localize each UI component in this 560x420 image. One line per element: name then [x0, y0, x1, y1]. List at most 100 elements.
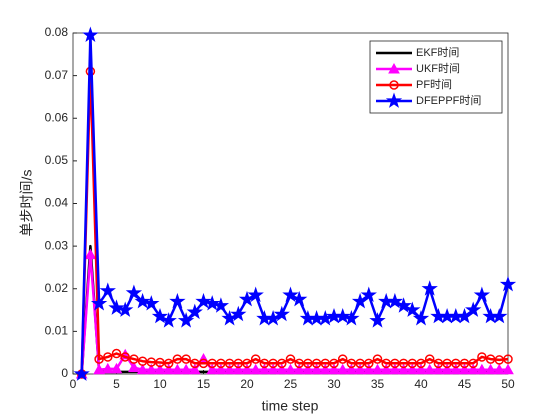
marker: [386, 292, 404, 309]
legend: EKF时间 UKF时间 PF时间 DFEPPF时间: [369, 40, 503, 114]
marker: [90, 295, 108, 311]
marker: [499, 275, 517, 292]
marker: [360, 286, 377, 303]
marker: [181, 354, 191, 364]
marker: [136, 363, 149, 375]
legend-label: EKF时间: [416, 46, 459, 59]
marker: [120, 352, 130, 362]
marker: [264, 310, 282, 326]
marker: [171, 363, 184, 375]
marker: [369, 312, 386, 328]
marker: [232, 363, 245, 375]
marker: [284, 363, 297, 375]
marker: [412, 310, 430, 326]
x-tick-label: 25: [284, 377, 298, 391]
marker: [468, 358, 478, 369]
marker: [108, 299, 125, 315]
marker: [111, 348, 122, 359]
marker: [163, 358, 174, 369]
marker: [467, 363, 480, 375]
x-tick-label: 10: [153, 377, 167, 391]
marker: [449, 363, 462, 375]
marker: [221, 310, 238, 326]
marker: [404, 301, 421, 317]
marker: [145, 363, 158, 375]
marker: [477, 352, 487, 362]
marker: [493, 363, 506, 375]
marker: [385, 92, 403, 108]
legend-label: DFEPPF时间: [416, 94, 481, 107]
marker: [503, 354, 513, 364]
marker: [103, 352, 113, 362]
x-tick-label: 35: [371, 377, 385, 391]
marker: [416, 358, 426, 369]
marker: [215, 363, 227, 375]
marker: [364, 358, 374, 369]
marker: [502, 363, 514, 375]
marker: [432, 363, 445, 375]
x-axis-label: time step: [262, 398, 319, 414]
marker: [258, 363, 271, 375]
marker: [134, 292, 151, 309]
marker: [99, 282, 116, 298]
marker: [241, 363, 253, 375]
marker: [204, 295, 221, 311]
marker: [206, 363, 219, 375]
x-tick-label: 0: [70, 377, 77, 391]
marker: [476, 363, 488, 375]
marker: [94, 354, 104, 364]
marker: [125, 284, 143, 300]
y-tick-label: 0.04: [45, 196, 69, 210]
marker: [155, 357, 165, 368]
marker: [275, 363, 288, 375]
x-tick-label: 20: [240, 377, 254, 391]
marker: [249, 363, 262, 375]
marker: [154, 363, 166, 375]
marker: [195, 292, 212, 309]
marker: [169, 292, 186, 309]
y-tick-label: 0.02: [45, 281, 69, 295]
marker: [343, 310, 360, 326]
marker: [388, 62, 400, 74]
x-tick-label: 5: [113, 377, 120, 391]
marker: [319, 363, 332, 375]
marker: [291, 290, 308, 307]
marker: [250, 354, 261, 364]
marker: [285, 354, 296, 364]
marker: [128, 361, 140, 373]
marker: [389, 363, 401, 375]
marker: [336, 363, 349, 375]
marker: [465, 301, 482, 317]
marker: [328, 363, 340, 375]
marker: [491, 307, 508, 324]
marker: [423, 363, 436, 375]
marker: [441, 363, 453, 375]
marker: [458, 363, 471, 375]
y-tick-label: 0: [61, 366, 68, 380]
marker: [282, 286, 299, 303]
y-tick-label: 0.03: [45, 238, 69, 252]
marker: [494, 355, 505, 365]
marker: [345, 363, 358, 375]
marker: [242, 358, 252, 369]
marker: [372, 354, 383, 364]
marker: [421, 280, 438, 296]
marker: [230, 305, 247, 322]
marker: [484, 363, 497, 375]
y-tick-label: 0.06: [45, 110, 69, 124]
marker: [415, 363, 427, 375]
marker: [380, 363, 393, 375]
marker: [247, 286, 264, 303]
x-tick-label: 40: [414, 377, 428, 391]
marker: [82, 26, 99, 43]
marker: [177, 312, 195, 328]
marker: [310, 363, 323, 375]
marker: [485, 354, 496, 364]
marker: [212, 297, 230, 313]
marker: [473, 286, 491, 303]
marker: [337, 354, 348, 364]
marker: [354, 363, 366, 375]
marker: [238, 290, 256, 307]
marker: [334, 307, 351, 324]
